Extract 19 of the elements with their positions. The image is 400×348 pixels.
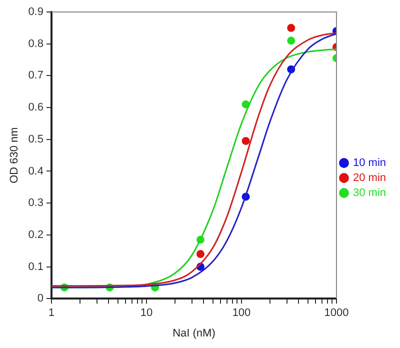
x-tick-label: 1 xyxy=(48,307,55,320)
legend-label: 10 min xyxy=(352,157,386,170)
y-tick-label: 0.4 xyxy=(28,165,44,178)
y-tick-label: 0.9 xyxy=(28,6,44,18)
y-tick-label: 0.2 xyxy=(28,228,44,241)
y-tick-label: 0.1 xyxy=(28,260,44,273)
y-axis-title: OD 630 nm xyxy=(8,127,21,184)
y-tick-label: 0.7 xyxy=(28,70,44,82)
y-tick-label: 0.5 xyxy=(28,133,44,146)
x-tick-label: 10 xyxy=(140,307,153,320)
x-tick-label: 1000 xyxy=(324,307,349,320)
legend-label: 20 min xyxy=(352,172,386,184)
y-tick-label: 0.6 xyxy=(28,102,44,114)
legend-label: 30 min xyxy=(352,187,386,200)
x-axis-title: NaI (nM) xyxy=(172,327,216,340)
y-tick-label: 0.3 xyxy=(28,197,44,210)
y-tick-label: 0.8 xyxy=(28,38,44,50)
x-tick-label: 100 xyxy=(232,307,251,320)
y-tick-label: 0 xyxy=(37,292,44,305)
